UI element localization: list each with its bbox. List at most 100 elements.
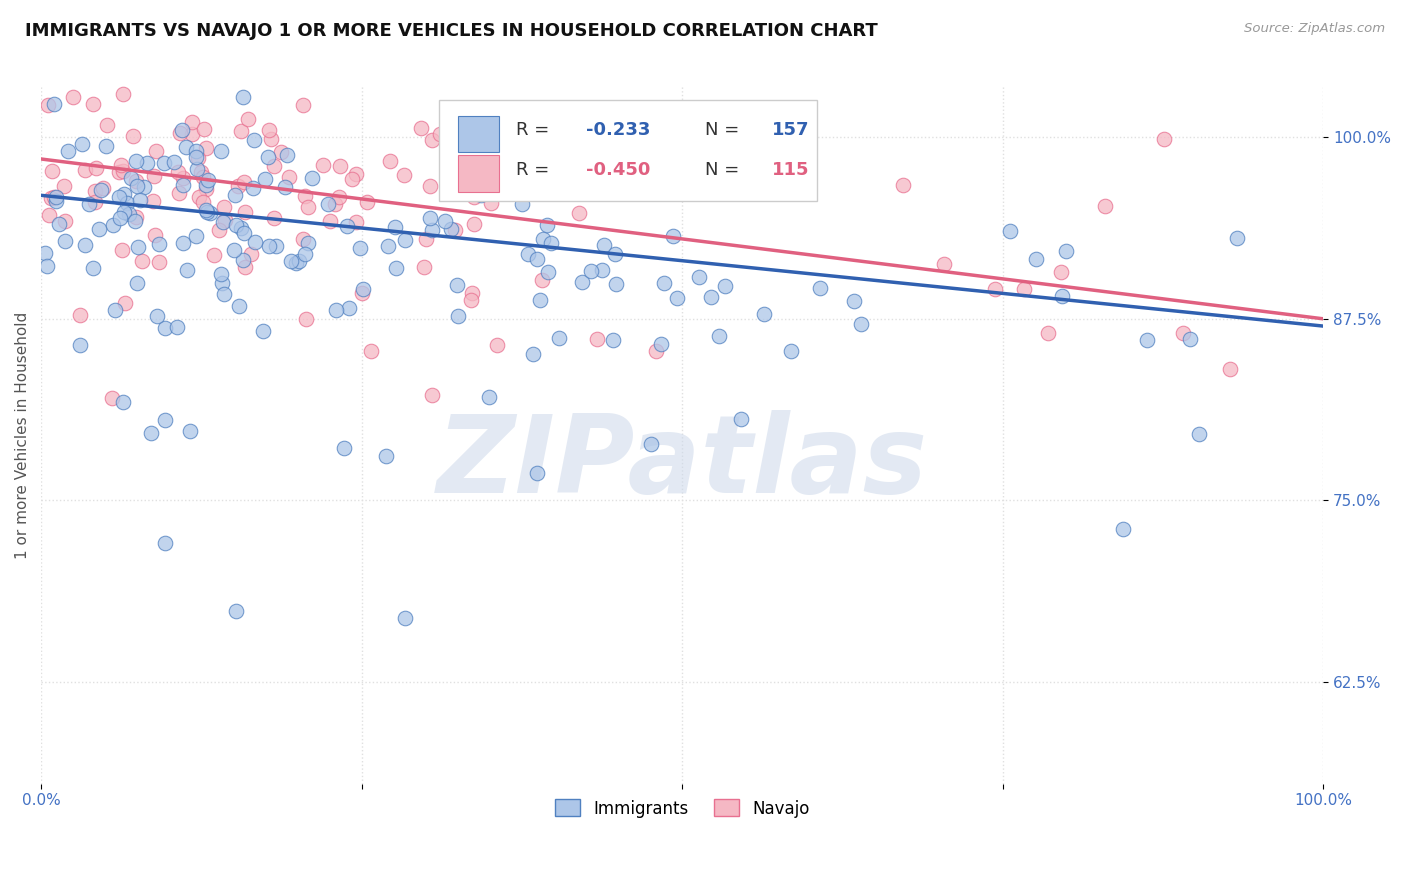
Point bbox=[235, 205, 257, 219]
Point bbox=[586, 332, 609, 346]
Point bbox=[316, 197, 339, 211]
Point bbox=[174, 139, 197, 153]
Point bbox=[186, 145, 208, 159]
Point bbox=[531, 272, 554, 286]
Point bbox=[252, 324, 274, 338]
Point bbox=[1178, 332, 1201, 346]
Point bbox=[568, 206, 591, 220]
Point bbox=[96, 118, 118, 132]
Point bbox=[180, 115, 202, 129]
Point bbox=[89, 221, 111, 235]
Point bbox=[148, 254, 170, 268]
Point bbox=[529, 293, 551, 308]
Point bbox=[344, 214, 367, 228]
Point bbox=[263, 211, 285, 225]
Point bbox=[125, 174, 148, 188]
Point bbox=[110, 158, 132, 172]
Point bbox=[730, 412, 752, 426]
Point bbox=[62, 90, 84, 104]
Point bbox=[460, 293, 482, 307]
Point bbox=[394, 233, 416, 247]
Point bbox=[163, 154, 186, 169]
Point bbox=[125, 179, 148, 194]
Point bbox=[352, 285, 374, 300]
Point bbox=[198, 206, 221, 220]
Point bbox=[194, 182, 217, 196]
Point bbox=[688, 270, 710, 285]
Point bbox=[202, 248, 225, 262]
Point bbox=[294, 189, 316, 203]
Point bbox=[256, 150, 278, 164]
Point bbox=[645, 344, 668, 359]
Point bbox=[1153, 132, 1175, 146]
Point bbox=[209, 144, 232, 158]
Point bbox=[509, 140, 531, 154]
Point bbox=[122, 129, 145, 144]
Point bbox=[224, 243, 246, 257]
Point bbox=[90, 183, 112, 197]
Point bbox=[605, 277, 627, 292]
Point bbox=[146, 309, 169, 323]
Point bbox=[380, 153, 402, 168]
Point bbox=[108, 190, 131, 204]
Point bbox=[211, 276, 233, 290]
Point bbox=[229, 221, 252, 235]
Point bbox=[294, 247, 316, 261]
Point bbox=[328, 190, 350, 204]
Point bbox=[349, 241, 371, 255]
Point bbox=[53, 235, 76, 249]
Point bbox=[186, 150, 208, 164]
Point bbox=[143, 228, 166, 243]
Point bbox=[142, 169, 165, 184]
Point bbox=[540, 236, 562, 251]
Point bbox=[1171, 326, 1194, 341]
Point bbox=[325, 302, 347, 317]
Point bbox=[1219, 362, 1241, 376]
Text: 157: 157 bbox=[772, 121, 810, 139]
Point bbox=[413, 260, 436, 275]
Point bbox=[470, 187, 492, 202]
Point bbox=[48, 217, 70, 231]
Point bbox=[83, 184, 105, 198]
Point bbox=[191, 169, 214, 184]
Text: R =: R = bbox=[516, 121, 554, 139]
Point bbox=[214, 213, 236, 227]
Point bbox=[195, 141, 218, 155]
Point bbox=[1094, 199, 1116, 213]
Point bbox=[153, 413, 176, 427]
Text: -0.450: -0.450 bbox=[586, 161, 651, 179]
Point bbox=[392, 168, 415, 182]
Point bbox=[45, 190, 67, 204]
Point bbox=[236, 112, 259, 127]
Point bbox=[37, 98, 59, 112]
Point bbox=[184, 228, 207, 243]
Point bbox=[127, 240, 149, 254]
Point bbox=[429, 128, 451, 142]
Point bbox=[132, 180, 155, 194]
Point bbox=[460, 285, 482, 300]
Point bbox=[148, 237, 170, 252]
Point bbox=[579, 264, 602, 278]
Point bbox=[94, 138, 117, 153]
Point bbox=[42, 97, 65, 112]
Point bbox=[155, 536, 177, 550]
Point bbox=[526, 466, 548, 480]
Point bbox=[1052, 289, 1074, 303]
Point bbox=[187, 151, 209, 165]
Point bbox=[231, 124, 253, 138]
Point bbox=[998, 224, 1021, 238]
Point bbox=[84, 161, 107, 175]
Point bbox=[537, 264, 560, 278]
Text: ZIPatlas: ZIPatlas bbox=[437, 410, 928, 516]
Point bbox=[1049, 264, 1071, 278]
Point bbox=[433, 214, 456, 228]
Point bbox=[243, 133, 266, 147]
Text: -0.233: -0.233 bbox=[586, 121, 651, 139]
Point bbox=[652, 276, 675, 290]
Point bbox=[491, 172, 513, 186]
Point bbox=[232, 226, 254, 240]
Point bbox=[111, 163, 134, 178]
Point bbox=[172, 171, 194, 186]
Point bbox=[70, 136, 93, 151]
Point bbox=[446, 278, 468, 293]
